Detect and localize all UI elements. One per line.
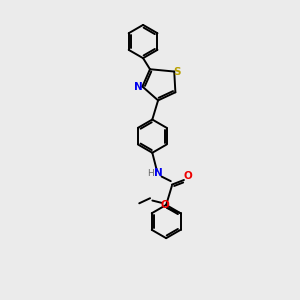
Text: O: O — [160, 200, 169, 210]
Text: N: N — [134, 82, 143, 92]
Text: O: O — [184, 171, 193, 181]
Text: N: N — [154, 168, 163, 178]
Text: S: S — [173, 67, 181, 76]
Text: H: H — [147, 169, 154, 178]
